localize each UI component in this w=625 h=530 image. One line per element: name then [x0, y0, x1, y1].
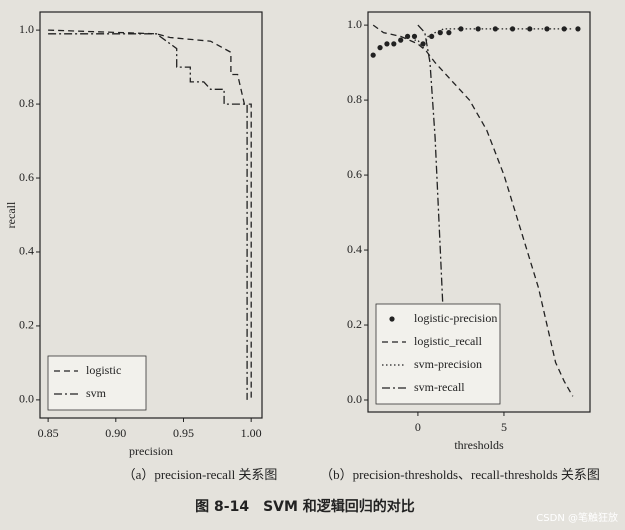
legend-label: logistic_recall [414, 334, 483, 348]
watermark: CSDN @笔触狂放 [536, 511, 618, 524]
data-point [446, 30, 452, 36]
x-axis-label: thresholds [454, 438, 504, 452]
x-tick-label: 5 [501, 420, 507, 434]
x-tick-label: 0.95 [173, 426, 194, 440]
data-point [429, 33, 435, 39]
y-tick-label: 0.6 [19, 170, 34, 184]
legend-label: svm-precision [414, 357, 482, 371]
legend-box [47, 355, 147, 411]
legend-box [375, 303, 501, 405]
data-point [420, 41, 426, 47]
legend-label: logistic [86, 363, 121, 377]
y-tick-label: 0.2 [347, 317, 362, 331]
y-tick-label: 0.8 [19, 96, 34, 110]
data-point [575, 26, 581, 32]
legend-label: svm [86, 386, 107, 400]
line-series [414, 28, 573, 49]
figure-caption: 图 8-14 SVM 和逻辑回归的对比 [195, 498, 415, 515]
data-point [398, 37, 404, 43]
caption: （b）precision-thresholds、recall-threshold… [320, 467, 600, 482]
data-point [492, 26, 498, 32]
y-tick-label: 0.0 [347, 392, 362, 406]
data-point [458, 26, 464, 32]
data-point [561, 26, 567, 32]
y-tick-label: 0.4 [347, 242, 362, 256]
x-axis-label: precision [129, 444, 173, 458]
caption: （a）precision-recall 关系图 [123, 467, 278, 482]
y-tick-label: 1.0 [19, 22, 34, 36]
x-tick-label: 0.90 [105, 426, 126, 440]
y-tick-label: 0.4 [19, 244, 34, 258]
y-tick-label: 0.6 [347, 167, 362, 181]
x-tick-label: 0.85 [38, 426, 59, 440]
axes-frame [39, 11, 263, 419]
axes-frame [367, 11, 591, 413]
data-point [384, 41, 390, 47]
x-tick-label: 1.00 [241, 426, 262, 440]
data-point [370, 52, 376, 58]
data-point [391, 41, 397, 47]
line-series [417, 24, 450, 401]
data-point [411, 33, 418, 39]
data-point [404, 33, 411, 39]
legend-label: logistic-precision [414, 311, 497, 325]
legend-marker [389, 316, 395, 322]
data-point [377, 45, 383, 51]
y-tick-label: 0.8 [347, 92, 362, 106]
y-tick-label: 0.0 [19, 392, 34, 406]
y-tick-label: 0.2 [19, 318, 34, 332]
line-series [48, 29, 252, 400]
line-series [48, 33, 248, 400]
y-tick-label: 1.0 [347, 17, 362, 31]
y-axis-label: recall [4, 201, 18, 228]
x-tick-label: 0 [415, 420, 421, 434]
data-point [509, 26, 516, 32]
legend-label: svm-recall [414, 380, 465, 394]
line-series [372, 24, 574, 397]
